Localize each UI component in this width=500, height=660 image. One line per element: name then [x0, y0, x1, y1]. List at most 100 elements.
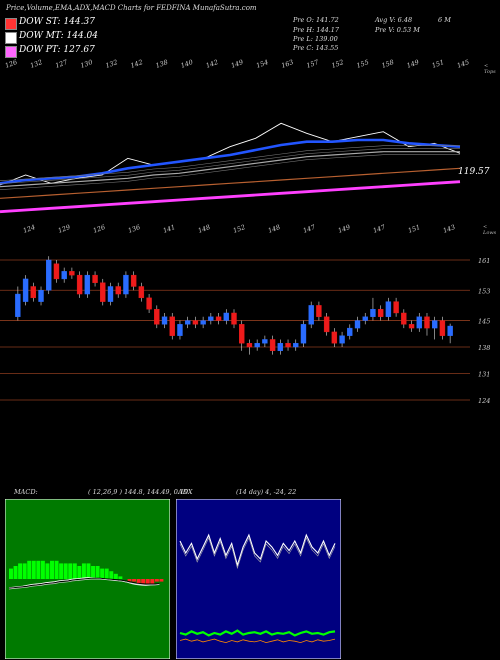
candle-body	[416, 316, 422, 329]
candle-body	[61, 271, 67, 280]
candle-body	[385, 301, 392, 317]
top-tick-label: 163	[280, 58, 294, 70]
macd-line	[8, 577, 160, 589]
candle-body	[30, 286, 36, 299]
ohlc-high: Pre H: 144.17	[293, 26, 340, 34]
candle-body	[377, 308, 384, 317]
top-tick-label: 158	[381, 58, 395, 70]
bottom-tick-label: 126	[92, 223, 106, 235]
top-tick-label: 142	[205, 58, 219, 70]
candle-body	[331, 331, 338, 344]
macd-histogram-bar	[72, 563, 77, 579]
candle-body	[15, 293, 21, 317]
ema-band-line	[0, 148, 460, 184]
price-axis-label: 131	[478, 371, 490, 379]
ohlc-close: Pre C: 143.55	[293, 44, 339, 52]
macd-histogram-bar	[59, 563, 64, 579]
macd-histogram-bar	[36, 560, 41, 579]
candle-body	[161, 316, 168, 325]
top-tick-label: 126	[4, 58, 18, 70]
candle-body	[277, 343, 284, 352]
legend-label-mt: DOW MT: 144.04	[19, 31, 98, 41]
legend-swatch-mt	[5, 32, 17, 44]
bottom-tick-label: 147	[372, 223, 387, 235]
macd-histogram-bar	[150, 579, 155, 585]
adx-series-line	[179, 638, 336, 644]
price-axis-label: 138	[478, 344, 490, 352]
candle-body	[22, 278, 29, 302]
adx-shadow-line	[179, 537, 336, 570]
top-tick-label: 151	[431, 58, 445, 70]
candle-body	[269, 339, 276, 352]
candle-body	[38, 290, 44, 302]
macd-histogram-bar	[9, 568, 13, 579]
macd-histogram-bar	[136, 579, 141, 585]
candle-body	[84, 274, 91, 295]
bottom-tick-label: 152	[232, 223, 246, 235]
top-tick-label: 140	[180, 58, 194, 70]
candle-body	[200, 320, 206, 325]
macd-params: ( 12,26,9 ) 144.8, 144.49, 0.19	[88, 488, 189, 496]
candle-body	[424, 316, 430, 329]
legend-swatch-st	[5, 18, 17, 30]
bottom-tick-label: 124	[22, 223, 36, 235]
candle-body	[223, 312, 229, 321]
candle-body	[231, 312, 237, 325]
macd-histogram-bar	[145, 579, 150, 585]
candle-body	[100, 282, 106, 302]
ema-series-line	[0, 138, 461, 185]
candle-body	[239, 324, 245, 344]
bottom-tick-label: 147	[302, 223, 317, 235]
ohlc-avg-unit: 6 M	[438, 16, 451, 24]
macd-histogram-bar	[132, 579, 137, 582]
candle-body	[347, 327, 353, 336]
candle-body	[208, 316, 214, 321]
candle-body	[184, 320, 191, 325]
candle-body	[138, 286, 145, 299]
candle-body	[115, 286, 121, 295]
top-tick-label: 157	[305, 58, 320, 70]
legend-label-pt: DOW PT: 127.67	[19, 45, 95, 55]
candle-body	[262, 339, 268, 344]
candle-body	[169, 316, 175, 336]
candle-body	[107, 286, 114, 302]
top-tick-label: 130	[79, 58, 93, 70]
ema-series-line	[0, 122, 461, 186]
top-tick-label: 154	[255, 58, 269, 70]
ema-series-line	[0, 167, 461, 199]
ema-series-line	[0, 151, 460, 188]
macd-histogram-bar	[22, 563, 27, 579]
macd-histogram-bar	[18, 563, 23, 579]
macd-histogram-bar	[45, 563, 50, 579]
top-tick-label: 127	[54, 58, 69, 70]
adx-series-line	[179, 629, 336, 637]
bottom-tick-label: 148	[197, 223, 211, 235]
bottom-tick-label: 136	[127, 223, 141, 235]
top-tick-label: 138	[155, 58, 169, 70]
top-tick-label: 142	[130, 58, 144, 70]
adx-chart	[176, 499, 341, 659]
bottom-tick-label: 149	[337, 223, 351, 235]
ohlc-volume: Pre V: 0.53 M	[375, 26, 420, 34]
macd-histogram-bar	[113, 573, 118, 579]
candle-body	[246, 343, 253, 348]
candle-body	[354, 320, 361, 329]
macd-histogram-bar	[109, 571, 114, 579]
macd-histogram-bar	[27, 560, 32, 579]
price-chart: 126 132 127 130 132 142 138 140 142 149 154 163 157 1…	[0, 58, 490, 405]
bottom-tick-label: 148	[267, 223, 281, 235]
macd-histogram-bar	[154, 579, 159, 582]
tops-label: < Tops	[484, 63, 496, 75]
candle-body	[154, 308, 160, 325]
candle-body	[69, 271, 75, 276]
candle-body	[339, 335, 345, 344]
candle-body	[92, 274, 98, 283]
ema-band-line	[0, 145, 460, 181]
top-tick-label: 145	[456, 58, 470, 70]
macd-histogram-bar	[50, 560, 54, 579]
ohlc-open: Pre O: 141.72	[293, 16, 339, 24]
macd-histogram-bar	[141, 579, 146, 585]
macd-histogram-bar	[127, 579, 132, 582]
adx-params: (14 day) 4, -24, 22	[236, 488, 297, 496]
candle-body	[408, 324, 415, 329]
